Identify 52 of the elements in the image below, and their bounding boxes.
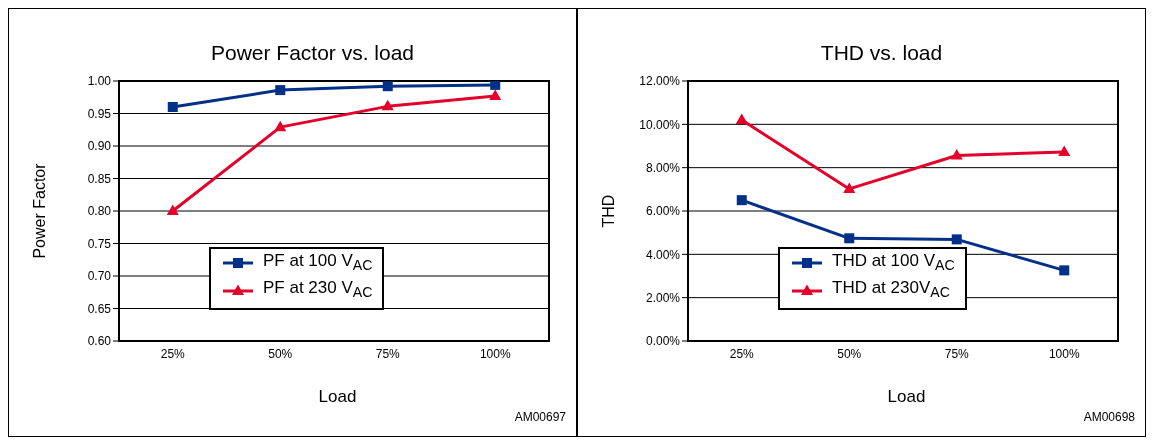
y-tick-label: 6.00% — [645, 204, 681, 219]
x-tick-label: 100% — [1048, 346, 1080, 361]
y-tick-label: 0.65 — [87, 301, 112, 316]
point — [166, 204, 179, 215]
y-tick-label: 0.70 — [87, 269, 112, 284]
point — [950, 149, 963, 160]
point — [951, 234, 962, 245]
y-axis-title: THD — [599, 194, 617, 228]
point — [275, 85, 286, 96]
text: AM00697 — [514, 410, 566, 424]
y-tick-label: 8.00% — [645, 160, 681, 175]
y-tick-label: 0.00% — [645, 334, 681, 349]
y-tick-label: 2.00% — [645, 290, 681, 305]
y-tick-label: 10.00% — [639, 117, 681, 132]
x-tick-label: 75% — [375, 346, 401, 361]
y-tick-label: 0.85 — [87, 171, 112, 186]
y-tick-label: 12.00% — [639, 74, 681, 89]
point — [843, 182, 856, 193]
y-tick-label: 0.90 — [87, 139, 112, 154]
point — [274, 120, 287, 132]
x-axis-title: Load — [886, 387, 927, 407]
point — [844, 233, 855, 244]
point — [382, 81, 393, 92]
point — [381, 99, 394, 111]
y-tick-label: 0.60 — [87, 334, 112, 349]
text: AM00698 — [1083, 410, 1135, 424]
y-tick-label: 0.80 — [87, 204, 112, 219]
y-tick-label: 0.75 — [87, 236, 112, 251]
x-tick-label: 25% — [160, 346, 186, 361]
point — [1059, 265, 1070, 276]
legend-label: THD at 230V$_{AC}$ — [832, 278, 950, 303]
x-tick-label: 50% — [268, 346, 293, 361]
y-tick-label: 0.95 — [87, 106, 112, 121]
x-tick-label: 50% — [837, 346, 862, 361]
legend-label: PF at 100 V$_{AC}$ — [263, 251, 373, 276]
legend-label: PF at 230 V$_{AC}$ — [263, 278, 373, 303]
legend-label: THD at 100 V$_{AC}$ — [832, 251, 955, 276]
x-tick-label: 25% — [729, 346, 755, 361]
y-tick-label: 1.00 — [87, 74, 112, 89]
point — [489, 89, 502, 100]
x-axis-title: Load — [317, 387, 358, 407]
y-tick-label: 4.00% — [645, 247, 681, 262]
point — [490, 81, 501, 90]
point — [1058, 145, 1071, 157]
x-tick-label: 100% — [479, 346, 511, 361]
x-tick-label: 75% — [944, 346, 970, 361]
point — [736, 195, 747, 206]
chart-title: THD vs. load — [819, 40, 944, 66]
chart-title: Power Factor vs. load — [209, 40, 416, 66]
y-axis-title: Power Factor — [30, 162, 48, 259]
point — [167, 102, 178, 112]
point — [735, 113, 748, 124]
